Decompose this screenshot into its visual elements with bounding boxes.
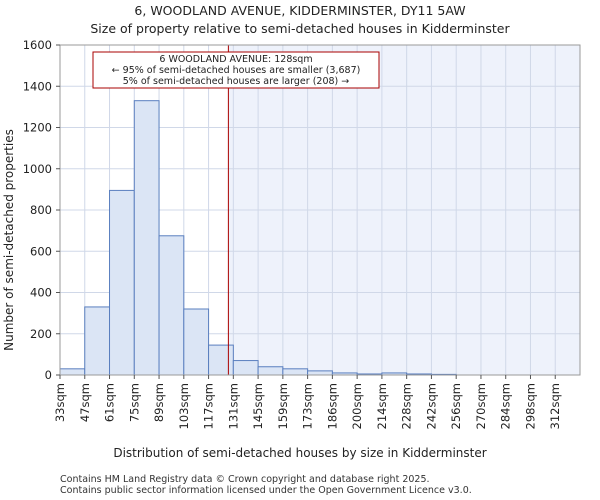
bar bbox=[59, 368, 86, 376]
bar bbox=[158, 235, 185, 376]
y-tick-label: 1400 bbox=[23, 79, 52, 93]
bar bbox=[133, 100, 160, 376]
x-tick-label: 75sqm bbox=[127, 383, 141, 422]
bar bbox=[257, 366, 284, 376]
y-tick-label: 400 bbox=[30, 286, 52, 300]
y-tick-label: 1200 bbox=[23, 121, 52, 135]
x-tick-label: 186sqm bbox=[325, 383, 339, 429]
x-tick-label: 242sqm bbox=[424, 383, 438, 429]
x-tick-label: 145sqm bbox=[251, 383, 265, 429]
x-axis-label: Distribution of semi-detached houses by … bbox=[113, 446, 486, 460]
x-tick-label: 159sqm bbox=[276, 383, 290, 429]
y-axis-ticks: 0 200 400 600 800 1000 1200 1400 1600 bbox=[23, 38, 60, 382]
bar bbox=[208, 344, 234, 376]
annotation-line-3: 5% of semi-detached houses are larger (2… bbox=[123, 76, 350, 87]
x-tick-label: 131sqm bbox=[226, 383, 240, 429]
x-tick-label: 270sqm bbox=[474, 383, 488, 429]
x-tick-label: 214sqm bbox=[375, 383, 389, 429]
footer-licence: Contains public sector information licen… bbox=[60, 485, 472, 496]
bar bbox=[307, 370, 333, 376]
x-tick-label: 298sqm bbox=[523, 383, 537, 429]
chart-subtitle: Size of property relative to semi-detach… bbox=[90, 21, 510, 36]
bar bbox=[183, 308, 210, 376]
x-tick-label: 117sqm bbox=[202, 383, 216, 429]
y-tick-label: 0 bbox=[45, 368, 52, 382]
footer-copyright: Contains HM Land Registry data © Crown c… bbox=[60, 474, 430, 485]
x-tick-label: 312sqm bbox=[548, 383, 562, 429]
x-tick-label: 284sqm bbox=[499, 383, 513, 429]
y-tick-label: 600 bbox=[30, 244, 52, 258]
bars bbox=[59, 100, 457, 376]
x-tick-label: 256sqm bbox=[449, 383, 463, 429]
annotation-line-1: 6 WOODLAND AVENUE: 128sqm bbox=[159, 54, 312, 65]
x-tick-label: 89sqm bbox=[152, 383, 166, 422]
chart-title: 6, WOODLAND AVENUE, KIDDERMINSTER, DY11 … bbox=[134, 3, 466, 18]
x-tick-label: 200sqm bbox=[350, 383, 364, 429]
annotation-box: 6 WOODLAND AVENUE: 128sqm ← 95% of semi-… bbox=[92, 51, 380, 89]
y-tick-label: 200 bbox=[30, 327, 52, 341]
x-tick-label: 173sqm bbox=[301, 383, 315, 429]
y-tick-label: 1000 bbox=[23, 162, 52, 176]
x-tick-label: 228sqm bbox=[400, 383, 414, 429]
x-axis-ticks: 33sqm 47sqm 61sqm 75sqm 89sqm 103sqm 117sqm 131… bbox=[53, 375, 562, 429]
bar bbox=[109, 189, 135, 376]
bar bbox=[232, 360, 259, 376]
x-tick-label: 33sqm bbox=[53, 383, 67, 422]
y-tick-label: 800 bbox=[30, 203, 52, 217]
x-tick-label: 61sqm bbox=[103, 383, 117, 422]
y-axis-label: Number of semi-detached properties bbox=[2, 129, 16, 351]
annotation-line-2: ← 95% of semi-detached houses are smalle… bbox=[112, 65, 361, 76]
x-tick-label: 103sqm bbox=[177, 383, 191, 429]
bar bbox=[282, 368, 309, 376]
x-tick-label: 47sqm bbox=[78, 383, 92, 422]
bar bbox=[84, 306, 111, 376]
y-tick-label: 1600 bbox=[23, 38, 52, 52]
